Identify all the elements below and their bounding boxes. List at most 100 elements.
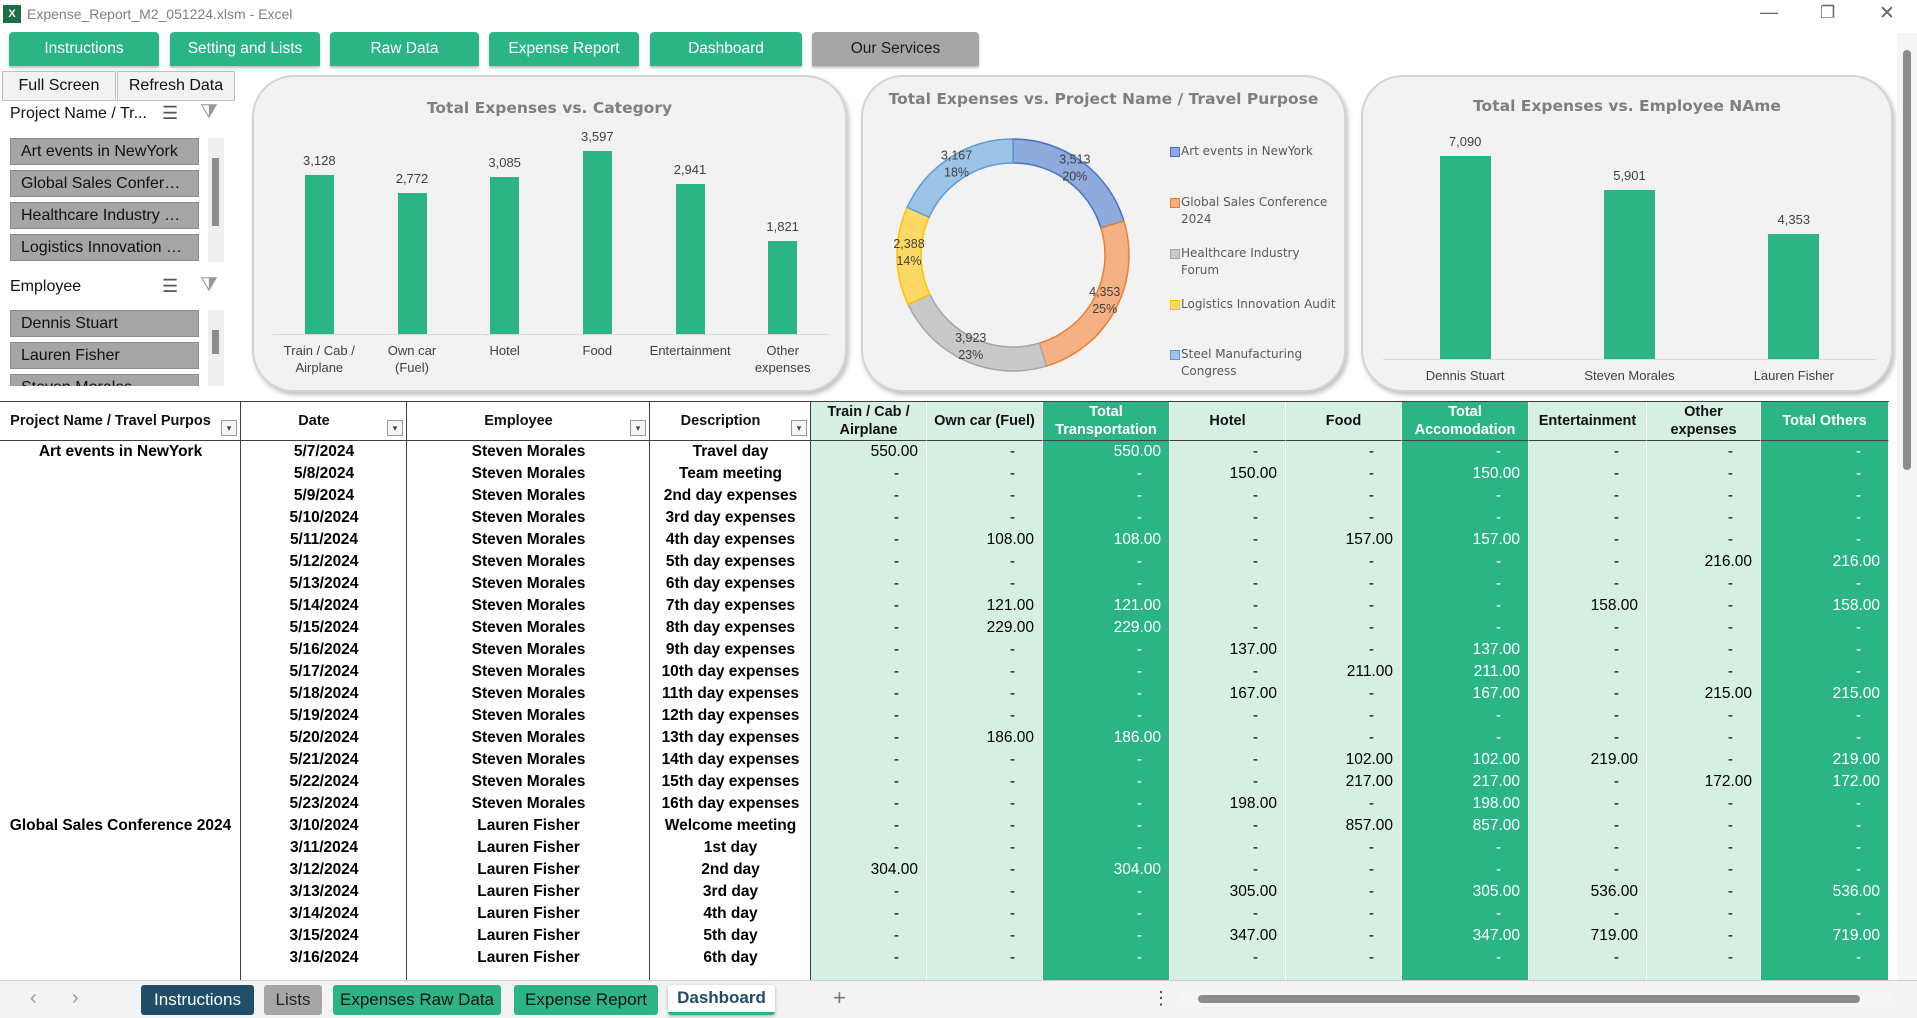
table-cell	[0, 595, 241, 617]
sheet-tab[interactable]: Dashboard	[668, 985, 775, 1015]
table-cell: 9th day expenses	[665, 641, 796, 658]
vertical-scrollbar	[1897, 33, 1917, 980]
table-cell: -	[1009, 641, 1015, 658]
legend-swatch	[1170, 249, 1180, 259]
column-background	[1043, 441, 1170, 980]
table-cell: -	[1727, 949, 1733, 966]
vertical-scroll-thumb[interactable]	[1903, 50, 1911, 470]
table-cell: 4th day	[703, 905, 758, 922]
close[interactable]: ✕	[1879, 3, 1895, 24]
table-cell: -	[1495, 905, 1501, 922]
table-cell: Steven Morales	[471, 685, 586, 702]
slicer-item[interactable]: Healthcare Industry …	[10, 202, 199, 229]
sheet-tab[interactable]: Instructions	[141, 985, 254, 1015]
control-button[interactable]: Refresh Data	[117, 71, 235, 101]
control-button[interactable]: Full Screen	[2, 71, 116, 101]
table-cell: -	[1727, 575, 1733, 592]
ribbon-button[interactable]: Setting and Lists	[170, 32, 320, 66]
table-cell: -	[1613, 509, 1619, 526]
table-cell: -	[1613, 707, 1619, 724]
table-cell: 5/19/2024	[289, 707, 359, 724]
table-cell: 1st day	[703, 839, 758, 856]
table-cell: 5th day expenses	[665, 553, 796, 570]
clear-filter-icon[interactable]: ⧩	[200, 274, 218, 296]
table-cell: -	[1136, 905, 1142, 922]
table-cell: 5th day	[703, 927, 758, 944]
slicer-title: Employee	[10, 278, 82, 295]
multi-select-icon[interactable]: ☰	[162, 103, 179, 123]
table-cell: -	[1009, 773, 1015, 790]
table-cell: -	[1252, 443, 1258, 460]
table-cell: -	[1727, 817, 1733, 834]
table-cell: 6th day	[703, 949, 758, 966]
table-cell: -	[1727, 751, 1733, 768]
multi-select-icon[interactable]: ☰	[162, 276, 179, 296]
table-cell: -	[1252, 597, 1258, 614]
ribbon-button[interactable]: Dashboard	[650, 32, 802, 66]
table-cell: 5/7/2024	[293, 443, 355, 460]
table-cell: -	[1009, 685, 1015, 702]
table-cell: -	[1252, 839, 1258, 856]
clear-filter-icon[interactable]: ⧩	[200, 101, 218, 123]
table-cell: -	[1009, 817, 1015, 834]
sheet-tab[interactable]: Expenses Raw Data	[333, 985, 501, 1015]
filter-button[interactable]: ▾	[387, 420, 403, 436]
ribbon-button[interactable]: Instructions	[9, 32, 159, 66]
filter-button[interactable]: ▾	[791, 420, 807, 436]
table-cell: 3rd day expenses	[665, 509, 796, 526]
sheet-tab[interactable]: Expense Report	[514, 985, 658, 1015]
table-cell: -	[1855, 641, 1861, 658]
table-cell: 172.00	[1704, 773, 1752, 790]
table-cell: -	[893, 531, 899, 548]
table-cell: Steven Morales	[471, 575, 586, 592]
table-cell: 5/22/2024	[289, 773, 359, 790]
table-cell: 137.00	[1472, 641, 1520, 658]
slicer-item[interactable]: Steven Morales	[10, 374, 199, 386]
table-cell: -	[1368, 597, 1374, 614]
sheet-tab[interactable]: Lists	[264, 985, 322, 1015]
ribbon-button[interactable]: Expense Report	[489, 32, 639, 66]
table-cell: -	[1136, 927, 1142, 944]
data-label: 4,353	[1777, 212, 1811, 228]
header-cell: Description	[650, 401, 811, 441]
minimize[interactable]: —	[1760, 2, 1778, 22]
window-title: Expense_Report_M2_051224.xlsm - Excel	[27, 6, 293, 22]
ribbon-button[interactable]: Raw Data	[330, 32, 479, 66]
data-label: 3,085	[488, 155, 521, 171]
chart-title: Total Expenses vs. Category	[426, 99, 673, 117]
table-cell: -	[1855, 487, 1861, 504]
slicer-item[interactable]: Art events in NewYork	[10, 138, 199, 165]
table-cell: -	[1495, 487, 1501, 504]
nav-next[interactable]: ›	[72, 987, 79, 1009]
table-cell: 121.00	[986, 597, 1034, 614]
slicer-title: Project Name / Tr...	[10, 105, 147, 122]
slicer-items: Art events in NewYork Global Sales Confer…	[0, 138, 230, 262]
table-cell: -	[1495, 575, 1501, 592]
table-cell: -	[1495, 619, 1501, 636]
slicer-item[interactable]: Global Sales Confer…	[10, 170, 199, 197]
header-cell: Total Others	[1761, 401, 1889, 441]
table-cell: 172.00	[1832, 773, 1880, 790]
table-cell: 102.00	[1345, 751, 1393, 768]
table-cell: 8th day expenses	[665, 619, 796, 636]
restore[interactable]: ❐	[1820, 3, 1836, 22]
more-options[interactable]: ⋮	[1152, 988, 1170, 1008]
table-cell: 5/12/2024	[289, 553, 359, 570]
slicer-item[interactable]: Lauren Fisher	[10, 342, 199, 369]
table-cell: -	[1727, 443, 1733, 460]
filter-button[interactable]: ▾	[630, 420, 646, 436]
nav-prev[interactable]: ‹	[30, 987, 37, 1009]
slicer-item[interactable]: Logistics Innovation …	[10, 234, 199, 261]
horizontal-scroll-thumb[interactable]	[1198, 995, 1860, 1003]
table-cell: Steven Morales	[471, 751, 586, 768]
ribbon-button[interactable]: Our Services	[812, 32, 979, 66]
table-cell: 11th day expenses	[662, 685, 799, 702]
table-cell: -	[1368, 487, 1374, 504]
add-sheet[interactable]: +	[833, 985, 846, 1010]
slicer-item[interactable]: Dennis Stuart	[10, 310, 199, 337]
filter-button[interactable]: ▾	[221, 420, 237, 436]
table-cell	[0, 661, 241, 683]
legend-swatch	[1170, 147, 1180, 157]
table-cell: Lauren Fisher	[477, 839, 580, 856]
table-cell	[0, 727, 241, 749]
